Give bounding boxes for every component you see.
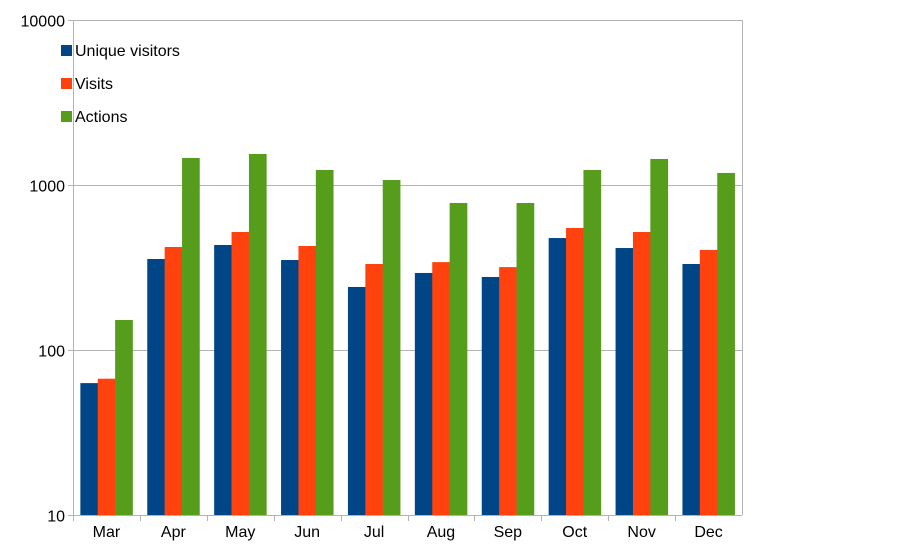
x-tick-label: Dec [694, 524, 722, 541]
bar-actions-mar [115, 319, 133, 515]
legend-swatch-actions [61, 111, 72, 122]
bar-actions-sep [516, 202, 535, 515]
bar-unique-visitors-sep [481, 276, 500, 515]
bar-unique-visitors-oct [548, 238, 567, 515]
x-tick-label: Sep [494, 524, 523, 541]
bar-actions-jun [315, 169, 334, 515]
bar-visits-oct [566, 227, 584, 515]
bar-unique-visitors-aug [414, 272, 433, 515]
y-axis-tick-labels: 10 100 1000 10000 [21, 14, 66, 526]
bar-visits-nov [632, 231, 651, 516]
bar-visits-jun [298, 245, 317, 515]
x-tick-label: Aug [427, 524, 455, 541]
x-axis-tick-labels: Mar Apr May Jun Jul Aug Sep Oct Nov Dec [93, 524, 723, 541]
bar-visits-mar [97, 378, 116, 515]
x-tick-label: Jun [294, 524, 320, 541]
bar-actions-may [248, 153, 267, 516]
bar-unique-visitors-jun [281, 260, 299, 515]
bar-visits-jul [365, 264, 384, 515]
legend-label: Actions [75, 109, 127, 126]
bar-actions-jul [382, 180, 401, 515]
x-tick-label: Oct [562, 524, 587, 541]
legend-swatch-unique-visitors [61, 45, 72, 56]
x-tick-label: Nov [627, 524, 655, 541]
x-tick-label: Jul [364, 524, 384, 541]
bar-actions-oct [583, 169, 602, 515]
legend-label: Visits [75, 76, 113, 93]
bar-visits-dec [699, 249, 718, 515]
y-tick-label: 1000 [29, 179, 65, 196]
y-tick-label: 10 [47, 509, 65, 526]
bar-unique-visitors-mar [80, 383, 99, 515]
bar-unique-visitors-dec [682, 264, 701, 515]
y-tick-label: 10000 [21, 14, 66, 31]
bar-visits-sep [499, 267, 517, 515]
legend: Unique visitors Visits Actions [61, 43, 180, 126]
bar-actions-nov [650, 158, 669, 515]
bar-unique-visitors-nov [615, 248, 634, 515]
bar-actions-dec [717, 172, 735, 515]
bar-unique-visitors-may [214, 244, 232, 515]
x-tick-label: Apr [161, 524, 187, 541]
legend-label: Unique visitors [75, 43, 180, 60]
x-tick-label: Mar [93, 524, 121, 541]
bar-series [80, 153, 735, 516]
axes [73, 20, 743, 521]
bar-visits-apr [164, 246, 183, 515]
bar-visits-may [231, 231, 250, 516]
bar-actions-apr [182, 157, 200, 515]
bar-unique-visitors-jul [347, 286, 366, 515]
bar-unique-visitors-apr [147, 259, 165, 515]
bar-actions-aug [449, 202, 468, 515]
legend-swatch-visits [61, 78, 72, 89]
x-tick-label: May [225, 524, 255, 541]
y-tick-label: 100 [38, 344, 65, 361]
bar-visits-aug [432, 262, 450, 515]
